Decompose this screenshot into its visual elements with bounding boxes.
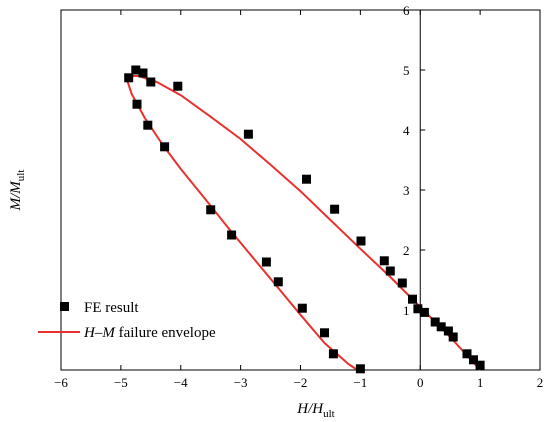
x-tick-label: −5 bbox=[114, 375, 128, 390]
y-tick-label: 6 bbox=[403, 3, 410, 18]
fe-point bbox=[138, 68, 148, 78]
legend-envelope-h: H bbox=[83, 325, 96, 341]
y-tick-label: 5 bbox=[403, 63, 410, 78]
fe-point bbox=[475, 360, 485, 370]
legend-envelope-m: M bbox=[101, 325, 116, 341]
legend: FE result H–M failure envelope bbox=[38, 300, 216, 341]
x-axis-label-sub: ult bbox=[323, 408, 335, 420]
fe-point bbox=[160, 142, 170, 152]
fe-point bbox=[146, 77, 156, 87]
y-tick-label: 2 bbox=[403, 243, 410, 258]
x-tick-label: 1 bbox=[477, 375, 484, 390]
x-tick-label: −2 bbox=[294, 375, 308, 390]
fe-point bbox=[443, 326, 453, 336]
x-tick-label: 2 bbox=[537, 375, 544, 390]
fe-point bbox=[419, 307, 429, 317]
fe-point bbox=[385, 266, 395, 276]
fe-point bbox=[132, 99, 142, 109]
fe-point bbox=[356, 236, 366, 246]
fe-point bbox=[408, 294, 417, 304]
fe-point bbox=[243, 129, 253, 139]
x-axis-label-main: H/H bbox=[296, 401, 324, 417]
x-tick-label: 0 bbox=[417, 375, 424, 390]
fe-point bbox=[330, 204, 340, 214]
fe-point bbox=[302, 174, 311, 184]
fe-point bbox=[328, 349, 338, 359]
fe-point bbox=[355, 364, 365, 374]
fe-point bbox=[143, 120, 153, 130]
legend-envelope-label: H–M failure envelope bbox=[83, 325, 216, 341]
legend-fe-marker bbox=[60, 302, 69, 311]
fe-point bbox=[469, 355, 478, 365]
fe-point bbox=[436, 322, 446, 332]
y-ticks: 1 2 3 4 5 6 bbox=[403, 3, 426, 318]
fe-point bbox=[448, 332, 458, 342]
fe-point bbox=[173, 81, 183, 91]
y-axis-label-sub: ult bbox=[15, 170, 27, 182]
x-tick-label: −4 bbox=[174, 375, 188, 390]
x-tick-label: −1 bbox=[353, 375, 367, 390]
fe-point bbox=[273, 277, 283, 287]
y-axis-label: M/Mult bbox=[8, 170, 27, 212]
x-tick-label: −6 bbox=[54, 375, 68, 390]
series-layer bbox=[124, 65, 485, 374]
x-tick-label: −3 bbox=[234, 375, 248, 390]
fe-point bbox=[297, 303, 307, 313]
fe-point bbox=[462, 349, 472, 359]
y-axis-label-main: M/M bbox=[8, 180, 24, 212]
legend-envelope-dash: – bbox=[94, 325, 103, 341]
y-tick-label: 4 bbox=[403, 123, 410, 138]
y-tick-label: 3 bbox=[403, 183, 410, 198]
fe-point bbox=[261, 257, 271, 267]
y-tick-label: 1 bbox=[403, 303, 410, 318]
fe-point bbox=[131, 65, 141, 75]
x-axis-label: H/Hult bbox=[296, 401, 334, 420]
fe-point bbox=[413, 304, 423, 314]
fe-point bbox=[379, 256, 389, 266]
fe-point bbox=[397, 278, 407, 288]
fe-point bbox=[430, 317, 440, 327]
x-ticks: −6 −5 −4 −3 −2 −1 0 1 2 bbox=[54, 10, 543, 390]
fe-point bbox=[206, 205, 216, 215]
fe-point bbox=[227, 230, 237, 240]
legend-envelope-rest: failure envelope bbox=[115, 325, 216, 341]
legend-fe-label: FE result bbox=[84, 300, 139, 316]
fe-point bbox=[124, 73, 134, 83]
fe-point bbox=[320, 328, 329, 338]
